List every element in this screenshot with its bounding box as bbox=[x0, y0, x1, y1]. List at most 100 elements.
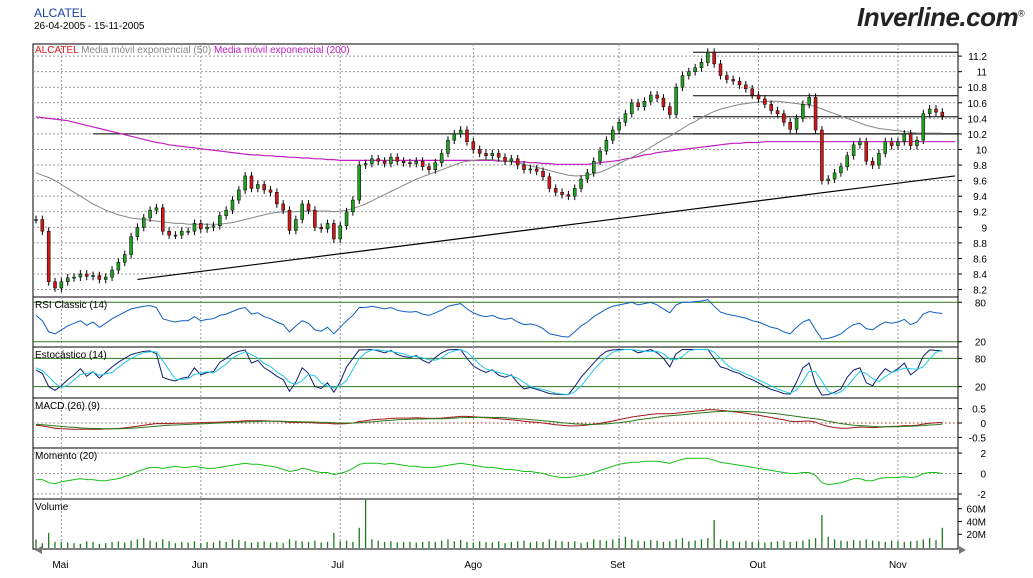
candle bbox=[427, 166, 431, 170]
candle bbox=[572, 188, 577, 197]
candle bbox=[801, 104, 805, 119]
panel-price bbox=[32, 43, 959, 298]
price-tick-label: 8.4 bbox=[973, 270, 987, 281]
candle bbox=[807, 97, 811, 105]
candle bbox=[205, 227, 209, 230]
price-tick-label: 10.8 bbox=[968, 83, 988, 94]
candle bbox=[591, 160, 596, 174]
candle bbox=[813, 97, 818, 131]
candle bbox=[509, 158, 514, 162]
candle bbox=[180, 230, 184, 236]
candle bbox=[668, 106, 672, 115]
candle bbox=[598, 150, 602, 162]
candle bbox=[515, 158, 520, 166]
rsi-tick-label: 20 bbox=[975, 338, 987, 349]
price-tick-label: 8.8 bbox=[973, 239, 987, 250]
volume-tick-label: 20M bbox=[967, 530, 986, 541]
candle bbox=[477, 149, 482, 154]
price-tick-label: 8.2 bbox=[973, 286, 987, 297]
candle bbox=[826, 178, 830, 181]
candle bbox=[439, 153, 444, 163]
candle bbox=[484, 153, 488, 156]
macd-tick-label: 0 bbox=[980, 419, 986, 430]
candle bbox=[927, 108, 932, 114]
candle bbox=[65, 277, 70, 283]
candle bbox=[915, 139, 919, 146]
price-tick-label: 9 bbox=[981, 223, 987, 234]
candle bbox=[934, 108, 938, 113]
candle bbox=[325, 223, 330, 230]
candle bbox=[750, 88, 754, 96]
candle bbox=[395, 157, 400, 162]
candle bbox=[744, 84, 748, 90]
candle bbox=[408, 162, 412, 164]
candle bbox=[845, 155, 850, 167]
candle bbox=[148, 209, 152, 219]
x-tick-label: Out bbox=[750, 560, 766, 571]
macd-tick-label: -0.5 bbox=[969, 433, 987, 444]
candle bbox=[40, 219, 45, 232]
candle bbox=[357, 164, 361, 201]
price-tick-label: 10 bbox=[976, 145, 988, 156]
candle bbox=[370, 158, 374, 164]
candle bbox=[446, 139, 450, 154]
momentum-title: Momento (20) bbox=[35, 451, 97, 462]
scroll-right-icon bbox=[959, 546, 966, 554]
candle bbox=[141, 217, 146, 228]
stoch-series-line bbox=[35, 348, 943, 396]
candle bbox=[319, 227, 323, 230]
price-tick-label: 10.6 bbox=[968, 99, 988, 110]
macd-title: MACD (26) (9) bbox=[35, 401, 100, 412]
stoch-tick-label: 20 bbox=[975, 383, 987, 394]
price-tick-label: 10.2 bbox=[968, 130, 988, 141]
candle bbox=[154, 207, 159, 211]
candle bbox=[161, 207, 165, 232]
candle bbox=[433, 162, 438, 170]
stoch-title: Estocástico (14) bbox=[35, 350, 107, 361]
candle bbox=[275, 192, 279, 205]
candle bbox=[541, 171, 545, 177]
candle bbox=[528, 168, 533, 171]
candle bbox=[908, 133, 913, 146]
momentum-tick-label: -2 bbox=[977, 490, 986, 501]
x-tick-label: Jul bbox=[331, 560, 344, 571]
candle bbox=[775, 110, 780, 114]
candle bbox=[877, 153, 881, 166]
candle bbox=[490, 153, 495, 156]
momentum-line bbox=[36, 457, 943, 486]
logo-text: Inverline.com bbox=[857, 2, 1019, 32]
candle bbox=[712, 51, 716, 65]
price-tick-label: 11.2 bbox=[968, 52, 987, 63]
candle bbox=[839, 166, 843, 174]
candle bbox=[522, 164, 526, 170]
candle bbox=[268, 189, 273, 193]
candle bbox=[363, 163, 368, 166]
candle bbox=[642, 100, 647, 107]
x-tick-label: Set bbox=[610, 560, 625, 571]
candle bbox=[763, 98, 767, 105]
macd-series-line bbox=[35, 409, 943, 430]
candle bbox=[84, 273, 89, 277]
candle bbox=[693, 67, 697, 72]
candle bbox=[820, 129, 824, 181]
candle bbox=[889, 141, 894, 146]
ema50-line bbox=[35, 100, 943, 225]
candle bbox=[465, 129, 469, 142]
x-tick-label: Mai bbox=[52, 560, 68, 571]
candle bbox=[585, 172, 590, 180]
candle bbox=[458, 129, 463, 135]
legend-entry: Media móvil exponencial (50) bbox=[78, 45, 211, 56]
candle bbox=[173, 234, 178, 237]
candle bbox=[788, 122, 792, 130]
candle bbox=[313, 209, 317, 228]
candle bbox=[344, 211, 349, 226]
candle bbox=[186, 230, 190, 233]
candle bbox=[382, 160, 387, 164]
macd-tick-label: 0.5 bbox=[972, 405, 986, 416]
volume-tick-label: 40M bbox=[967, 517, 986, 528]
rsi-tick-label: 80 bbox=[975, 298, 987, 309]
macd-series-line bbox=[35, 410, 943, 430]
candle bbox=[452, 133, 457, 141]
candle bbox=[902, 133, 907, 142]
candle bbox=[211, 225, 216, 228]
